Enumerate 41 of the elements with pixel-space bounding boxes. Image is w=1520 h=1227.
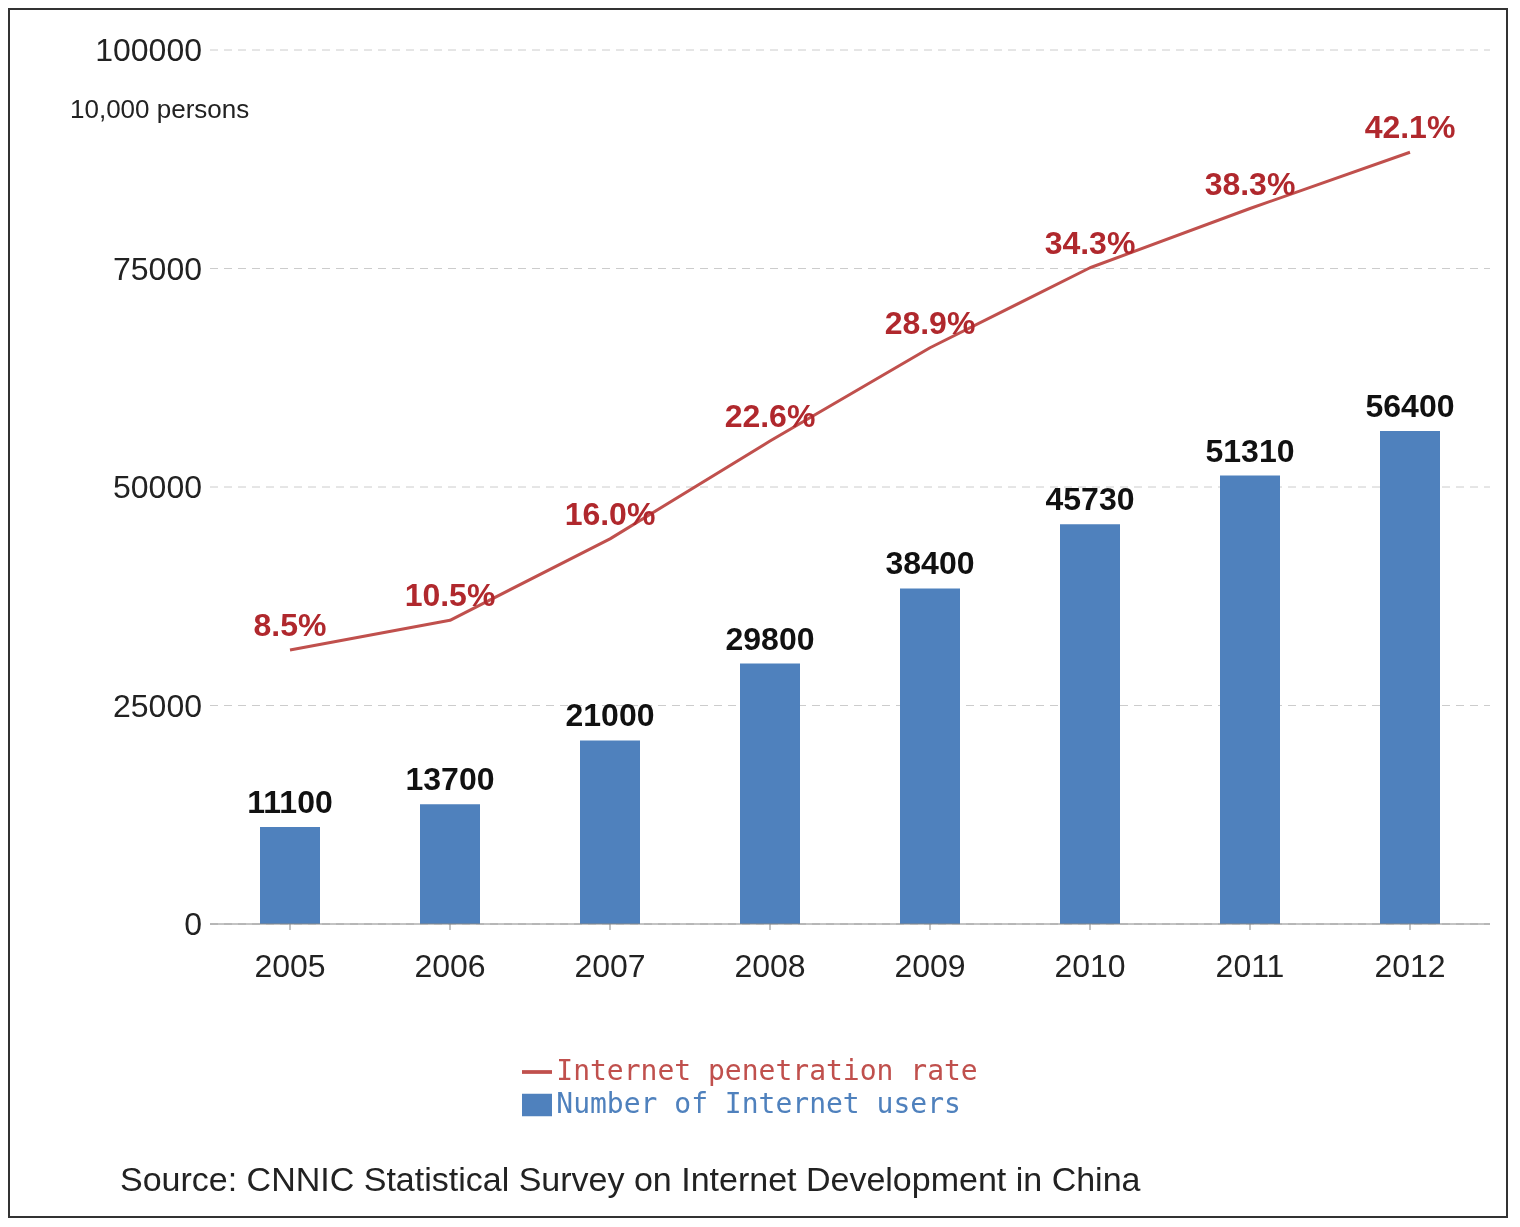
data-label: 29800 <box>725 620 815 657</box>
bar <box>260 826 320 924</box>
data-label: 10.5% <box>404 577 496 614</box>
x-tick-label: 2006 <box>414 947 486 984</box>
data-label: 11100 <box>247 783 333 820</box>
data-label: 22.6% <box>724 398 816 435</box>
data-label: 16.0% <box>564 495 656 532</box>
y-tick-label: 100000 <box>95 32 202 69</box>
x-tick-label: 2011 <box>1215 947 1285 984</box>
data-label: 38.3% <box>1204 165 1296 202</box>
y-axis-title: 10,000 persons <box>70 94 250 125</box>
data-label: 13700 <box>405 761 495 798</box>
data-label: 56400 <box>1365 388 1455 425</box>
source-note: Source: CNNIC Statistical Survey on Internet Development in China <box>120 1160 1141 1199</box>
legend-label: Number of Internet users <box>556 1087 961 1120</box>
data-label: 21000 <box>565 697 655 734</box>
bar <box>1060 524 1120 924</box>
bar <box>1380 431 1440 924</box>
y-tick-label: 0 <box>184 906 202 943</box>
x-tick-label: 2010 <box>1054 947 1126 984</box>
data-label: 28.9% <box>884 304 976 341</box>
x-tick-label: 2012 <box>1374 947 1446 984</box>
x-tick-label: 2009 <box>894 947 966 984</box>
data-label: 8.5% <box>253 606 327 643</box>
data-label: 42.1% <box>1364 109 1456 146</box>
legend-label: Internet penetration rate <box>556 1054 978 1087</box>
x-tick-label: 2005 <box>254 947 326 984</box>
y-tick-label: 75000 <box>113 250 202 287</box>
data-label: 38400 <box>885 545 975 582</box>
bar <box>1220 475 1280 924</box>
data-label: 51310 <box>1205 432 1295 469</box>
x-tick-label: 2007 <box>574 947 646 984</box>
y-tick-label: 50000 <box>113 469 202 506</box>
y-tick-label: 25000 <box>113 687 202 724</box>
bar <box>740 663 800 924</box>
data-label: 45730 <box>1045 481 1135 518</box>
data-label: 34.3% <box>1044 224 1136 261</box>
bar <box>580 740 640 924</box>
bar <box>420 804 480 924</box>
x-tick-label: 2008 <box>734 947 806 984</box>
bar <box>900 588 960 924</box>
